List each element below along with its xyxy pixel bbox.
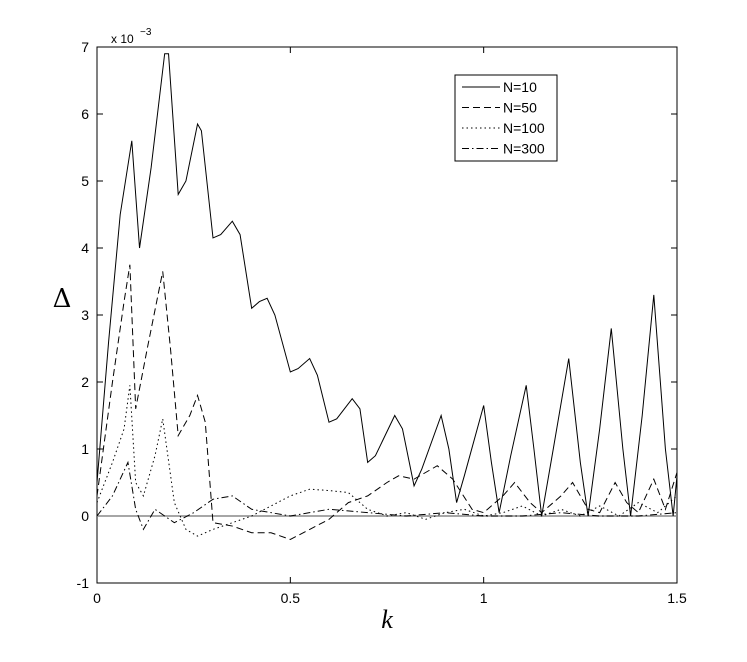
plot-area [96,46,678,584]
legend-label: N=300 [503,141,545,157]
y-tick-label: 2 [81,374,89,390]
y-tick-label: 4 [81,240,89,256]
x-label: k [381,605,393,634]
y-tick-label: 1 [81,441,89,457]
series-line [96,460,678,531]
x-tick-label: 0 [93,590,101,606]
legend-box [454,74,558,162]
legend-label: N=50 [503,100,537,116]
y-tick-label: 0 [81,508,89,524]
series-line [96,385,678,537]
series-line [96,53,678,517]
y-multiplier-exponent: −3 [140,27,152,38]
y-tick-label: 6 [81,106,89,122]
x-tick-label: 1.5 [667,590,687,606]
y-tick-label: -1 [77,575,90,591]
series-line [96,264,678,540]
y-multiplier: x 10 [111,32,134,46]
y-label: Δ [53,284,72,314]
legend-label: N=100 [503,120,545,136]
y-tick-label: 7 [81,39,89,55]
x-tick-label: 1 [480,590,488,606]
x-tick-label: 0.5 [281,590,301,606]
y-tick-label: 5 [81,173,89,189]
legend-label: N=10 [503,79,537,95]
y-tick-label: 3 [81,307,89,323]
